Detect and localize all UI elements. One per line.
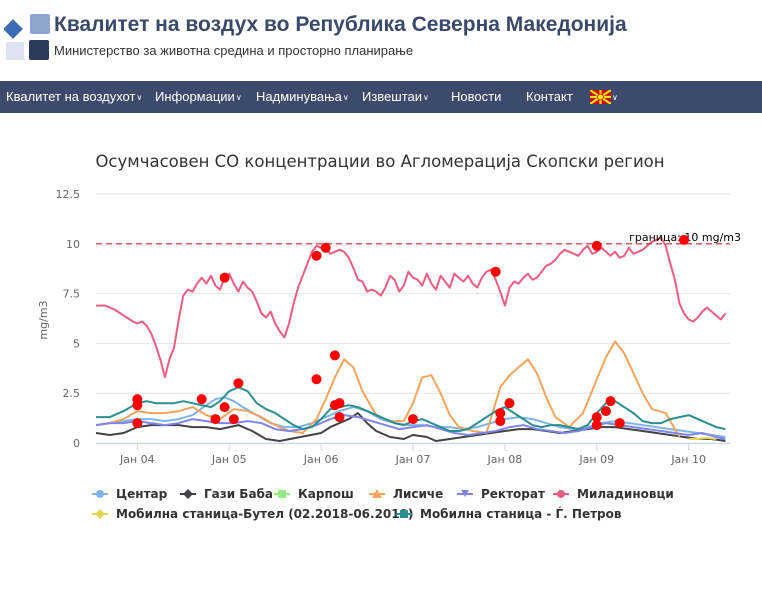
exceedance-marker[interactable] [490, 266, 501, 277]
legend-label: Центар [116, 487, 168, 501]
nav-item-information[interactable]: Информации∨ [155, 81, 242, 113]
ministry-logo-icon[interactable] [4, 10, 52, 62]
exceedance-marker[interactable] [679, 234, 690, 245]
legend-swatch-marker [400, 510, 408, 518]
legend-swatch-marker [557, 490, 565, 498]
site-title[interactable]: Квалитет на воздух во Република Северна … [54, 13, 627, 36]
legend-swatch-marker [96, 490, 104, 498]
x-tick-label: Јан 06 [303, 453, 339, 466]
x-tick-label: Јан 07 [395, 453, 431, 466]
exceedance-marker[interactable] [591, 412, 602, 423]
co-chart-container: Осумчасовен CO концентрации во Агломерац… [0, 113, 762, 607]
nav-item-label: Надминувања [256, 89, 342, 104]
exceedance-marker[interactable] [311, 250, 322, 261]
series-line-3[interactable] [95, 340, 681, 438]
language-selector[interactable]: ∨ [589, 81, 618, 113]
exceedance-marker[interactable] [329, 350, 340, 361]
nav-item-label: Новости [451, 89, 502, 104]
y-tick-label: 12.5 [56, 188, 81, 201]
exceedance-marker[interactable] [591, 420, 602, 431]
legend-label: Мобилна станица - Ѓ. Петров [420, 506, 622, 521]
legend-label: Гази Баба [204, 487, 273, 501]
exceedance-marker[interactable] [132, 394, 143, 405]
exceedance-marker[interactable] [219, 402, 230, 413]
series-line-6[interactable] [688, 437, 717, 440]
exceedance-marker[interactable] [495, 408, 506, 419]
chevron-down-icon: ∨ [136, 93, 143, 102]
nav-item-reports[interactable]: Извештаи∨ [362, 81, 429, 113]
exceedance-marker[interactable] [504, 398, 515, 409]
x-tick-label: Јан 04 [119, 453, 155, 466]
legend-label: Ректорат [481, 487, 545, 501]
legend-item[interactable]: Лисиче [369, 487, 443, 501]
y-tick-label: 7.5 [63, 288, 81, 301]
co-concentration-chart: Осумчасовен CO концентрации во Агломерац… [37, 152, 741, 521]
exceedance-marker[interactable] [210, 414, 221, 425]
nav-item-air-quality[interactable]: Квалитет на воздухот∨ [6, 81, 142, 113]
y-tick-label: 0 [73, 437, 80, 450]
site-header: Квалитет на воздух во Република Северна … [0, 0, 762, 80]
x-tick-label: Јан 05 [211, 453, 247, 466]
chart-title: Осумчасовен CO концентрации во Агломерац… [95, 152, 664, 171]
y-tick-label: 2.5 [63, 387, 81, 400]
legend-item[interactable]: Карпош [274, 487, 354, 501]
nav-item-exceedances[interactable]: Надминувања∨ [256, 81, 349, 113]
legend-label: Лисиче [393, 487, 443, 501]
exceedance-marker[interactable] [614, 418, 625, 429]
macedonia-flag-icon [589, 88, 612, 105]
exceedance-marker[interactable] [219, 272, 230, 283]
legend-item[interactable]: Мобилна станица-Бутел (02.2018-06.2019) [92, 507, 413, 521]
nav-item-news[interactable]: Новости [451, 81, 501, 113]
y-axis-title: mg/m3 [37, 300, 50, 339]
legend-label: Карпош [298, 487, 354, 501]
legend-item[interactable]: Ректорат [457, 487, 545, 501]
legend-item[interactable]: Гази Баба [180, 487, 273, 501]
nav-item-contact[interactable]: Контакт [526, 81, 573, 113]
legend-swatch-marker [183, 489, 193, 499]
exceedance-marker[interactable] [196, 394, 207, 405]
legend-swatch-marker [278, 490, 286, 498]
x-tick-label: Јан 08 [487, 453, 523, 466]
exceedance-marker[interactable] [605, 396, 616, 407]
main-navbar: Квалитет на воздухот∨ Информации∨ Надмин… [0, 81, 762, 113]
legend-swatch-marker [372, 489, 382, 498]
exceedance-marker[interactable] [132, 418, 143, 429]
chevron-down-icon: ∨ [235, 93, 242, 102]
exceedance-marker[interactable] [320, 242, 331, 253]
chevron-down-icon: ∨ [612, 93, 618, 102]
series-line-5[interactable] [96, 236, 727, 379]
chevron-down-icon: ∨ [423, 93, 429, 102]
legend-label: Миладиновци [577, 487, 674, 501]
y-tick-label: 5 [73, 337, 80, 350]
exceedance-marker[interactable] [408, 414, 418, 425]
exceedance-marker[interactable] [233, 378, 244, 389]
exceedance-marker[interactable] [600, 406, 611, 417]
legend-label: Мобилна станица-Бутел (02.2018-06.2019) [116, 507, 413, 521]
exceedance-marker[interactable] [591, 240, 602, 251]
x-tick-label: Јан 10 [670, 453, 706, 466]
series-line-4[interactable] [95, 414, 726, 440]
legend-item[interactable]: Мобилна станица - Ѓ. Петров [396, 506, 622, 521]
exceedance-marker[interactable] [495, 416, 506, 427]
y-tick-label: 10 [66, 238, 80, 251]
legend-item[interactable]: Центар [92, 487, 168, 501]
chevron-down-icon: ∨ [342, 93, 349, 102]
nav-item-label: Информации [155, 89, 235, 104]
nav-item-label: Квалитет на воздухот [6, 89, 136, 104]
exceedance-marker[interactable] [228, 414, 239, 425]
site-subtitle: Министерство за животна средина и просто… [54, 43, 414, 58]
legend-item[interactable]: Миладиновци [553, 487, 674, 501]
x-tick-label: Јан 09 [578, 453, 614, 466]
exceedance-marker[interactable] [311, 374, 322, 385]
exceedance-marker[interactable] [334, 398, 345, 409]
nav-item-label: Извештаи [362, 89, 423, 104]
legend-swatch-marker [95, 509, 105, 519]
legend-swatch-marker [461, 490, 469, 497]
exceedance-marker[interactable] [334, 412, 345, 423]
nav-item-label: Контакт [526, 89, 573, 104]
